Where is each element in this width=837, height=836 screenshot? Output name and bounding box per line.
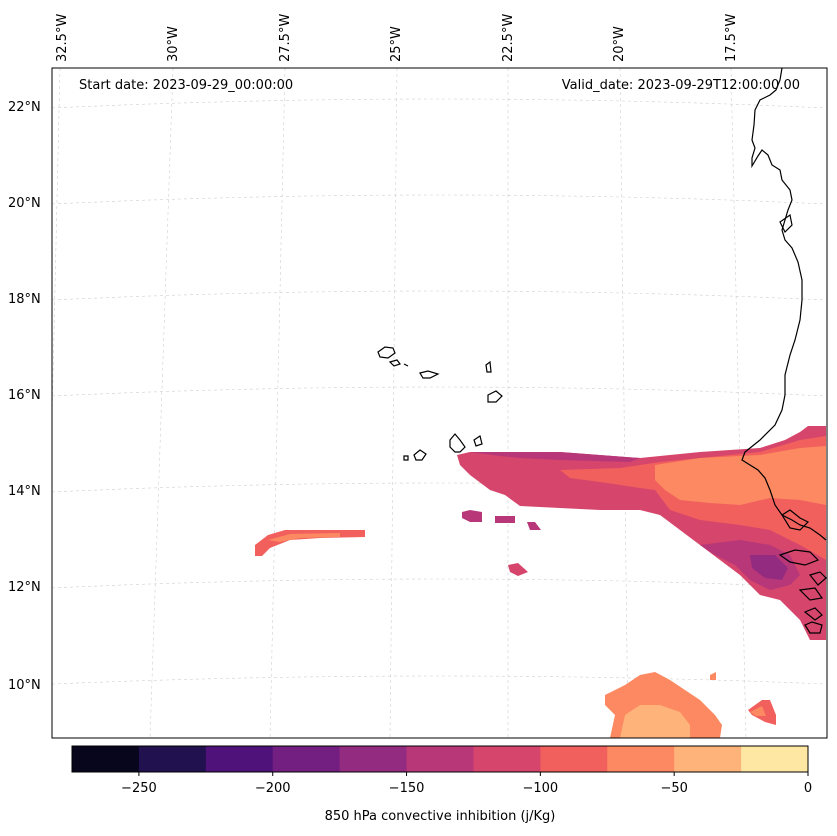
map-frame: [51, 67, 828, 739]
lon-label: 20°W: [612, 26, 627, 62]
colorbar-tick-label: −50: [660, 781, 687, 796]
colorbar: [71, 745, 809, 773]
lat-label: 10°N: [8, 678, 41, 693]
lon-label: 27.5°W: [278, 14, 293, 62]
cin-fill: [255, 426, 826, 738]
colorbar-label: 850 hPa convective inhibition (j/Kg): [324, 809, 556, 824]
colorbar-tick-label: −250: [121, 781, 157, 796]
lat-label: 18°N: [8, 292, 41, 307]
colorbar-tick-label: 0: [804, 781, 812, 796]
graticule: [51, 67, 827, 739]
lon-label: 30°W: [166, 26, 181, 62]
latitude-labels: 22°N 20°N 18°N 16°N 14°N 12°N 10°N: [8, 100, 41, 693]
colorbar-frame: [71, 745, 809, 773]
lon-label: 25°W: [389, 26, 404, 62]
colorbar-segment: [406, 746, 474, 772]
colorbar-tick-label: −200: [255, 781, 291, 796]
valid-date-label: Valid_date: 2023-09-29T12:00:00.00: [561, 78, 800, 93]
colorbar-segment: [607, 746, 675, 772]
colorbar-segment: [540, 746, 608, 772]
colorbar-tick-label: −150: [389, 781, 425, 796]
lat-label: 22°N: [8, 100, 41, 115]
start-date-label: Start date: 2023-09-29_00:00:00: [79, 78, 294, 93]
cin-band-minus-150: [470, 452, 640, 462]
colorbar-tick-label: −100: [523, 781, 559, 796]
lat-label: 16°N: [8, 388, 41, 403]
colorbar-segment: [272, 746, 341, 772]
colorbar-segment: [72, 746, 140, 772]
colorbar-segment: [741, 746, 809, 772]
colorbar-segment: [674, 746, 742, 772]
lon-label: 17.5°W: [724, 14, 739, 62]
lon-label: 32.5°W: [55, 14, 70, 62]
colorbar-segment: [138, 746, 207, 772]
longitude-labels: 32.5°W 30°W 27.5°W 25°W 22.5°W 20°W 17.5…: [55, 14, 739, 62]
colorbar-segment: [339, 746, 408, 772]
colorbar-segment: [473, 746, 541, 772]
coastlines: [377, 67, 827, 634]
lon-label: 22.5°W: [501, 14, 516, 62]
colorbar-segment: [205, 746, 274, 772]
lat-label: 12°N: [8, 580, 41, 595]
colorbar-ticks: −250 −200 −150 −100 −50 0: [121, 772, 812, 796]
cin-band-minus-75: [655, 446, 826, 505]
lat-label: 14°N: [8, 484, 41, 499]
cin-band-minus-175: [750, 555, 788, 580]
lat-label: 20°N: [8, 196, 41, 211]
